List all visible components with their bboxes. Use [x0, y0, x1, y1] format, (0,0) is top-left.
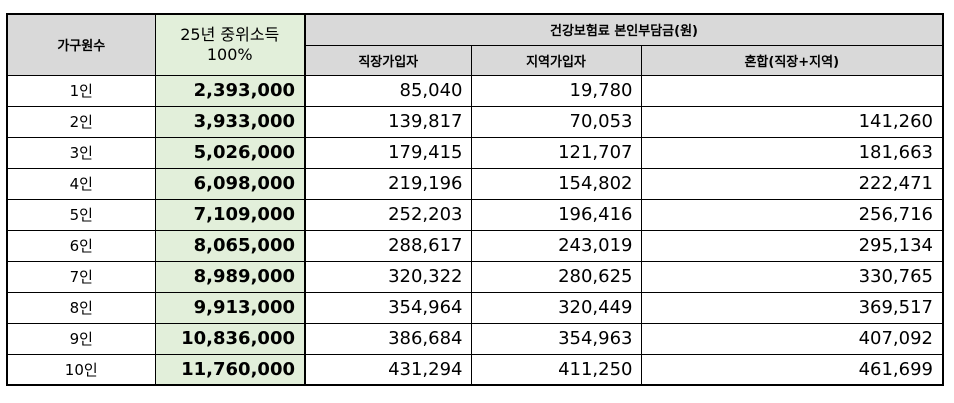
table-row: 9인 10,836,000 386,684 354,963 407,092	[6, 322, 944, 355]
median-income-cell: 11,760,000	[154, 353, 306, 386]
household-cell: 4인	[6, 167, 156, 200]
median-income-cell: 7,109,000	[154, 198, 306, 231]
employee-premium-cell: 431,294	[304, 353, 472, 386]
employee-premium-cell: 354,964	[304, 291, 472, 324]
employee-premium-cell: 139,817	[304, 105, 472, 138]
mixed-premium-cell: 256,716	[640, 198, 944, 231]
household-cell: 7인	[6, 260, 156, 293]
header-household: 가구원수	[6, 13, 156, 76]
mixed-premium-cell: 407,092	[640, 322, 944, 355]
table-row: 10인 11,760,000 431,294 411,250 461,699	[6, 353, 944, 386]
header-row-sub: 직장가입자 지역가입자 혼합(직장+지역)	[7, 44, 944, 76]
table-row: 8인 9,913,000 354,964 320,449 369,517	[6, 291, 944, 324]
table-row: 6인 8,065,000 288,617 243,019 295,134	[6, 229, 944, 262]
mixed-premium-cell: 461,699	[640, 353, 944, 386]
employee-premium-cell: 219,196	[304, 167, 472, 200]
table-row: 7인 8,989,000 320,322 280,625 330,765	[6, 260, 944, 293]
table-row: 4인 6,098,000 219,196 154,802 222,471	[6, 167, 944, 200]
employee-premium-cell: 386,684	[304, 322, 472, 355]
median-income-cell: 6,098,000	[154, 167, 306, 200]
premium-table: 가구원수 25년 중위소득 100% 건강보험료 본인부담금(원) 직장가입자 …	[6, 13, 944, 386]
mixed-premium-cell: 330,765	[640, 260, 944, 293]
median-income-cell: 5,026,000	[154, 136, 306, 169]
regional-premium-cell: 196,416	[470, 198, 642, 231]
household-cell: 8인	[6, 291, 156, 324]
mixed-premium-cell: 222,471	[640, 167, 944, 200]
mixed-premium-cell: 369,517	[640, 291, 944, 324]
header-regional: 지역가입자	[470, 44, 642, 76]
median-income-cell: 8,065,000	[154, 229, 306, 262]
regional-premium-cell: 19,780	[470, 74, 642, 107]
mixed-premium-cell	[640, 74, 944, 107]
header-premium-group: 건강보험료 본인부담금(원)	[304, 13, 944, 46]
median-income-cell: 10,836,000	[154, 322, 306, 355]
household-cell: 2인	[6, 105, 156, 138]
regional-premium-cell: 354,963	[470, 322, 642, 355]
median-income-cell: 3,933,000	[154, 105, 306, 138]
regional-premium-cell: 154,802	[470, 167, 642, 200]
household-cell: 1인	[6, 74, 156, 107]
household-cell: 9인	[6, 322, 156, 355]
employee-premium-cell: 320,322	[304, 260, 472, 293]
household-cell: 10인	[6, 353, 156, 386]
mixed-premium-cell: 141,260	[640, 105, 944, 138]
employee-premium-cell: 85,040	[304, 74, 472, 107]
regional-premium-cell: 70,053	[470, 105, 642, 138]
employee-premium-cell: 252,203	[304, 198, 472, 231]
table-row: 3인 5,026,000 179,415 121,707 181,663	[6, 136, 944, 169]
regional-premium-cell: 320,449	[470, 291, 642, 324]
household-cell: 3인	[6, 136, 156, 169]
household-cell: 5인	[6, 198, 156, 231]
table-row: 1인 2,393,000 85,040 19,780	[6, 74, 944, 107]
table-row: 2인 3,933,000 139,817 70,053 141,260	[6, 105, 944, 138]
regional-premium-cell: 411,250	[470, 353, 642, 386]
header-median-income: 25년 중위소득 100%	[154, 13, 306, 76]
header-row-top: 가구원수 25년 중위소득 100% 건강보험료 본인부담금(원)	[6, 13, 944, 76]
employee-premium-cell: 288,617	[304, 229, 472, 262]
employee-premium-cell: 179,415	[304, 136, 472, 169]
median-income-cell: 2,393,000	[154, 74, 306, 107]
table-row: 5인 7,109,000 252,203 196,416 256,716	[6, 198, 944, 231]
household-cell: 6인	[6, 229, 156, 262]
header-mixed: 혼합(직장+지역)	[640, 44, 944, 76]
header-median-income-line2: 100%	[206, 44, 253, 64]
regional-premium-cell: 280,625	[470, 260, 642, 293]
mixed-premium-cell: 295,134	[640, 229, 944, 262]
header-employee: 직장가입자	[304, 44, 472, 76]
regional-premium-cell: 121,707	[470, 136, 642, 169]
median-income-cell: 8,989,000	[154, 260, 306, 293]
premium-table-container: 가구원수 25년 중위소득 100% 건강보험료 본인부담금(원) 직장가입자 …	[6, 13, 944, 386]
median-income-cell: 9,913,000	[154, 291, 306, 324]
header-median-income-line1: 25년 중위소득	[180, 24, 280, 44]
mixed-premium-cell: 181,663	[640, 136, 944, 169]
regional-premium-cell: 243,019	[470, 229, 642, 262]
